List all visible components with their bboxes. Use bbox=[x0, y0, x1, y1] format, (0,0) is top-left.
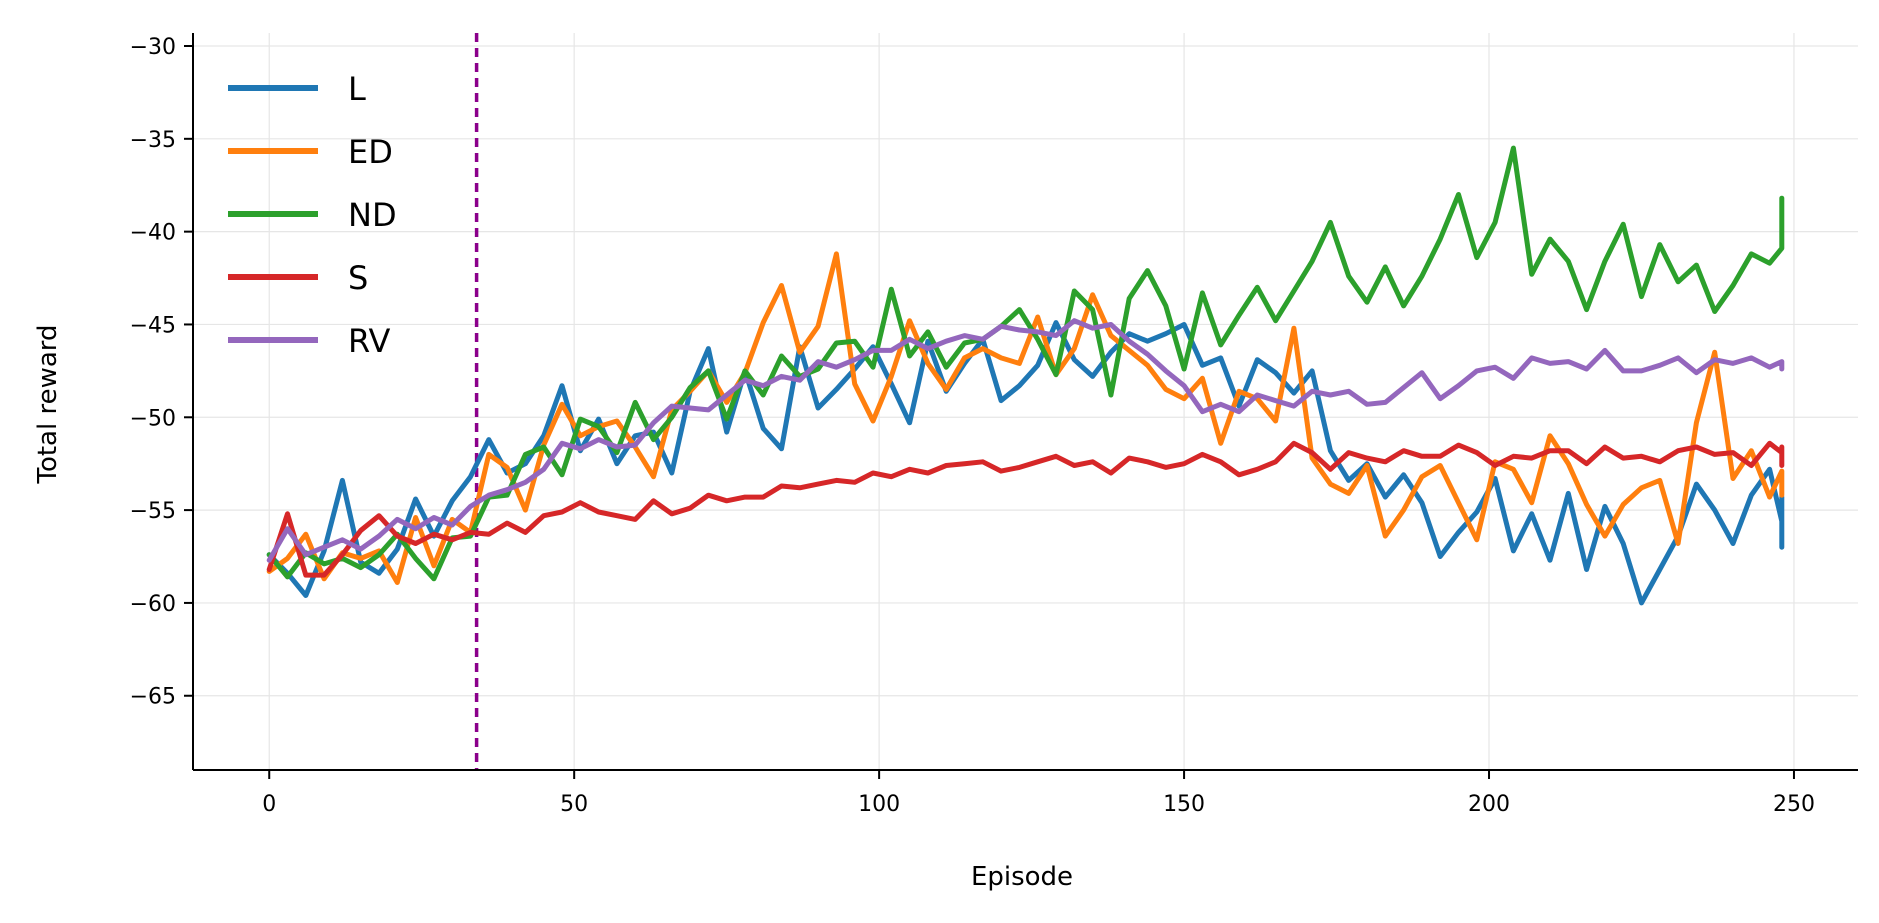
legend-label-l: L bbox=[348, 70, 366, 108]
y-tick-label: −50 bbox=[130, 406, 176, 431]
x-tick-label: 250 bbox=[1773, 792, 1815, 817]
series-line-s bbox=[266, 440, 1785, 578]
series-layer bbox=[266, 145, 1785, 606]
y-tick-label: −45 bbox=[130, 313, 176, 338]
y-axis-label: Total reward bbox=[33, 324, 63, 484]
x-tick-label: 0 bbox=[262, 792, 276, 817]
series-line-ed bbox=[266, 251, 1785, 585]
legend: L ED ND S RV bbox=[228, 70, 397, 360]
y-tick-label: −30 bbox=[130, 35, 176, 60]
legend-label-ed: ED bbox=[348, 133, 393, 171]
series-line-nd bbox=[266, 145, 1785, 582]
tick-labels: 0 50 100 150 200 250 −30 −35 −40 −45 −50 −55 −60 −65 bbox=[130, 35, 1815, 817]
x-axis-label: Episode bbox=[971, 862, 1073, 892]
y-tick-label: −65 bbox=[130, 685, 176, 710]
y-tick-label: −35 bbox=[130, 128, 176, 153]
grid bbox=[193, 33, 1858, 770]
legend-label-s: S bbox=[348, 259, 368, 297]
x-tick-label: 50 bbox=[560, 792, 588, 817]
axes bbox=[184, 33, 1858, 779]
x-tick-label: 100 bbox=[858, 792, 900, 817]
y-tick-label: −55 bbox=[130, 499, 176, 524]
y-tick-label: −40 bbox=[130, 221, 176, 246]
series-line-rv bbox=[266, 318, 1785, 563]
x-tick-label: 200 bbox=[1468, 792, 1510, 817]
y-tick-label: −60 bbox=[130, 592, 176, 617]
legend-label-rv: RV bbox=[348, 322, 390, 360]
legend-label-nd: ND bbox=[348, 196, 397, 234]
x-tick-label: 150 bbox=[1163, 792, 1205, 817]
